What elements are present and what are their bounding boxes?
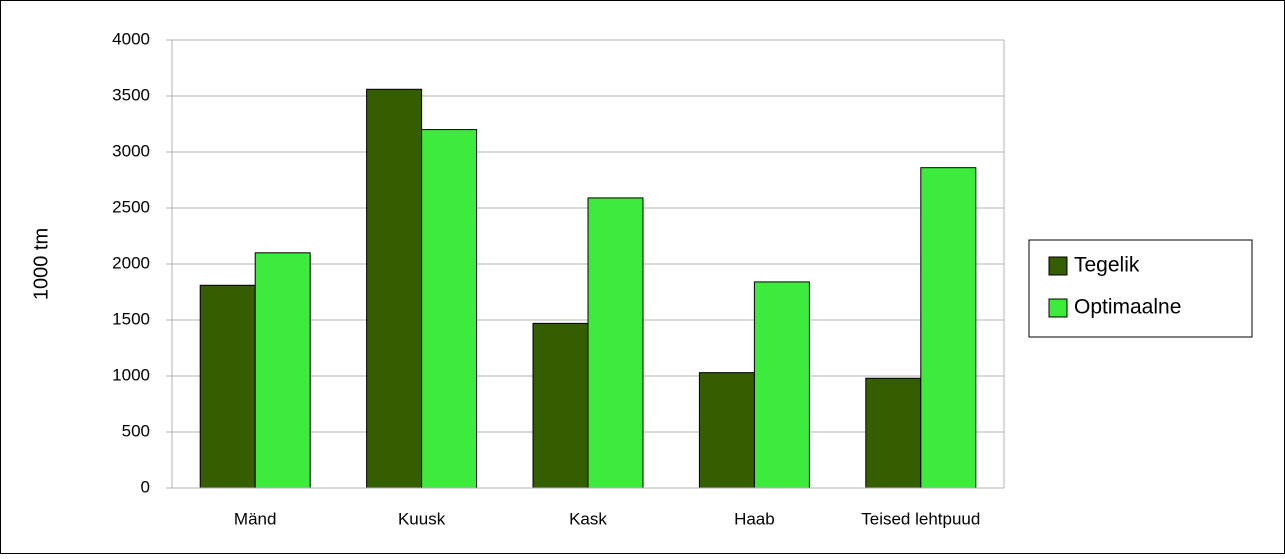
legend-swatch [1048, 256, 1068, 276]
bar [920, 167, 977, 489]
x-tick-label: Teised lehtpuud [861, 509, 980, 528]
y-tick-label: 2000 [112, 253, 150, 272]
legend-label: Optimaalne [1074, 296, 1181, 319]
y-tick-label: 3000 [112, 141, 150, 160]
y-tick-label: 500 [122, 421, 150, 440]
y-axis-label: 1000 tm [30, 228, 52, 300]
bar [753, 281, 810, 489]
y-tick-label: 1000 [112, 365, 150, 384]
x-tick-label: Kuusk [398, 509, 446, 528]
bar [698, 372, 755, 489]
bar [366, 88, 423, 489]
y-tick-label: 1500 [112, 309, 150, 328]
y-tick-label: 4000 [112, 29, 150, 48]
bar [587, 197, 644, 489]
legend-label: Tegelik [1074, 254, 1140, 277]
x-tick-label: Kask [569, 509, 607, 528]
x-tick-label: Mänd [234, 509, 277, 528]
x-tick-label: Haab [734, 509, 775, 528]
legend-box [1028, 239, 1253, 338]
legend-swatch [1048, 298, 1068, 318]
bar [199, 284, 256, 489]
y-tick-label: 3500 [112, 85, 150, 104]
bar [865, 377, 922, 489]
bar [254, 252, 311, 489]
bar [421, 129, 478, 489]
bar [532, 322, 589, 489]
y-tick-label: 2500 [112, 197, 150, 216]
y-tick-label: 0 [141, 477, 150, 496]
